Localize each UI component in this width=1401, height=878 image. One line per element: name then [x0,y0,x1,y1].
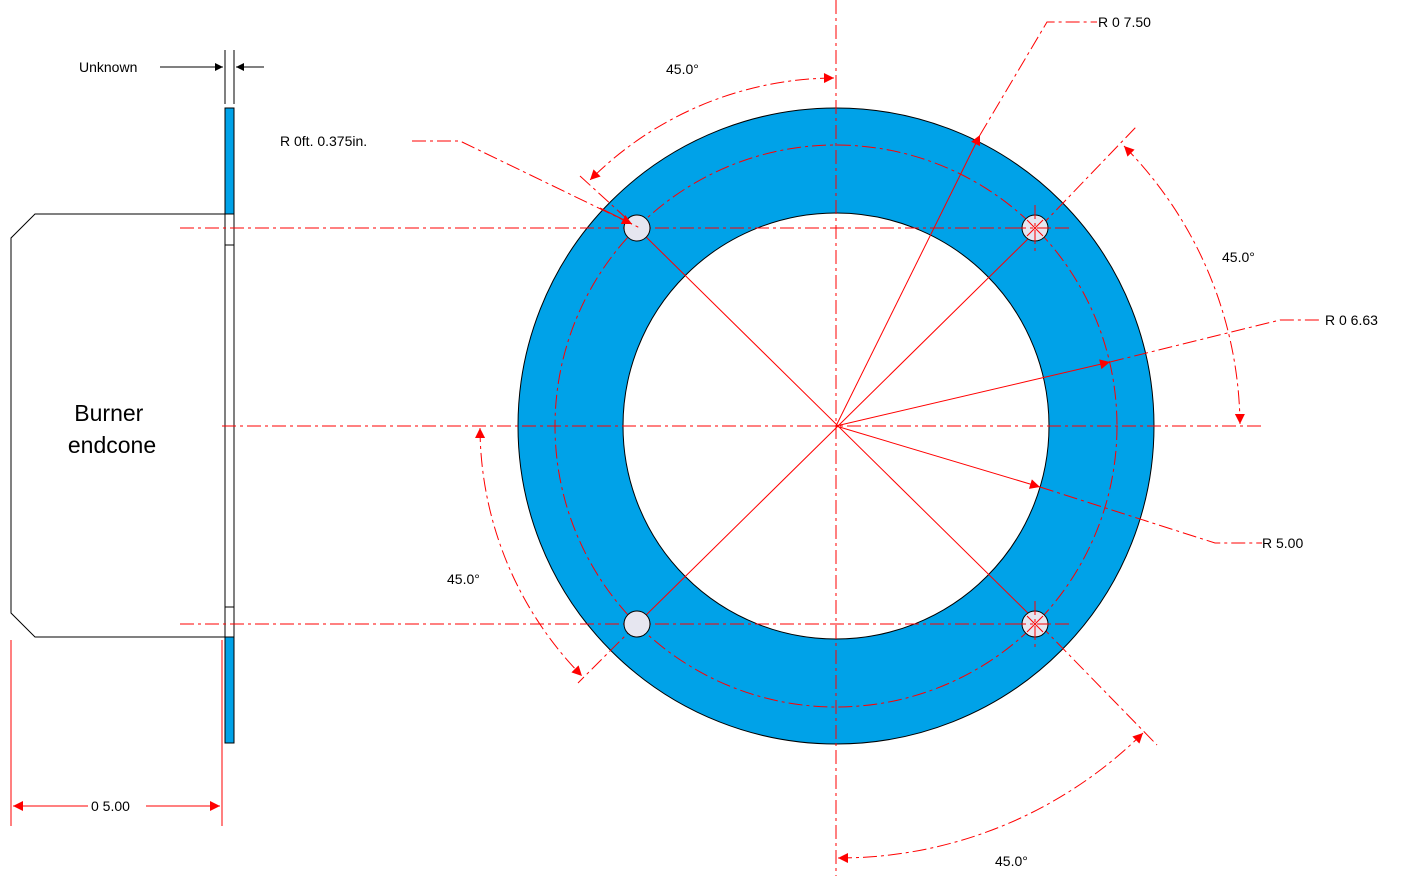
radius-663-label: R 0 6.63 [1325,312,1378,328]
flange-section-bottom [224,636,235,744]
angle-label-bottom: 45.0° [995,853,1028,869]
angle-arc-top [589,73,835,181]
radius-750-leader [979,21,1097,136]
front-view: R 0ft. 0.375in. R 0 7.50 R 0 6.63 R 5.00… [180,0,1378,876]
radius-500-line [835,425,1041,489]
burner-endcone-outline [10,213,225,638]
hole-radius-arrow [599,207,633,225]
side-dim-label: 0 5.00 [91,798,130,814]
diagonal-ext-nw [579,175,638,229]
unknown-label: Unknown [79,59,137,75]
angle-arc-right [1123,145,1245,425]
diagonal-ext-se [1038,623,1158,746]
bolt-hole-bottom-right [1012,601,1058,647]
hole-radius-label: R 0ft. 0.375in. [280,133,367,149]
burner-label-line1: Burner [74,400,143,426]
angle-arc-bottom [837,732,1144,864]
radius-663-line [835,359,1111,427]
radius-750-label: R 0 7.50 [1098,14,1151,30]
bolt-hole-bottom-left [623,610,651,638]
flange-section-top [224,107,235,215]
burner-label: Burner endcone [68,400,156,458]
bolt-hole-top-left [623,214,651,242]
radius-500-label: R 5.00 [1262,535,1303,551]
hole-radius-leader [412,140,641,229]
radius-500-leader [1039,486,1262,544]
angle-label-right: 45.0° [1222,249,1255,265]
angle-arc-left [475,427,583,677]
diagonal-ext-ne [1038,126,1137,229]
angle-label-top: 45.0° [666,61,699,77]
burner-label-line2: endcone [68,432,156,458]
radius-750-line [835,134,981,427]
angle-label-left: 45.0° [447,571,480,587]
bolt-hole-top-right [1012,205,1058,251]
diagonal-ext-sw [577,623,638,684]
side-view: Unknown Burner endcone 0 5.00 [10,50,264,826]
